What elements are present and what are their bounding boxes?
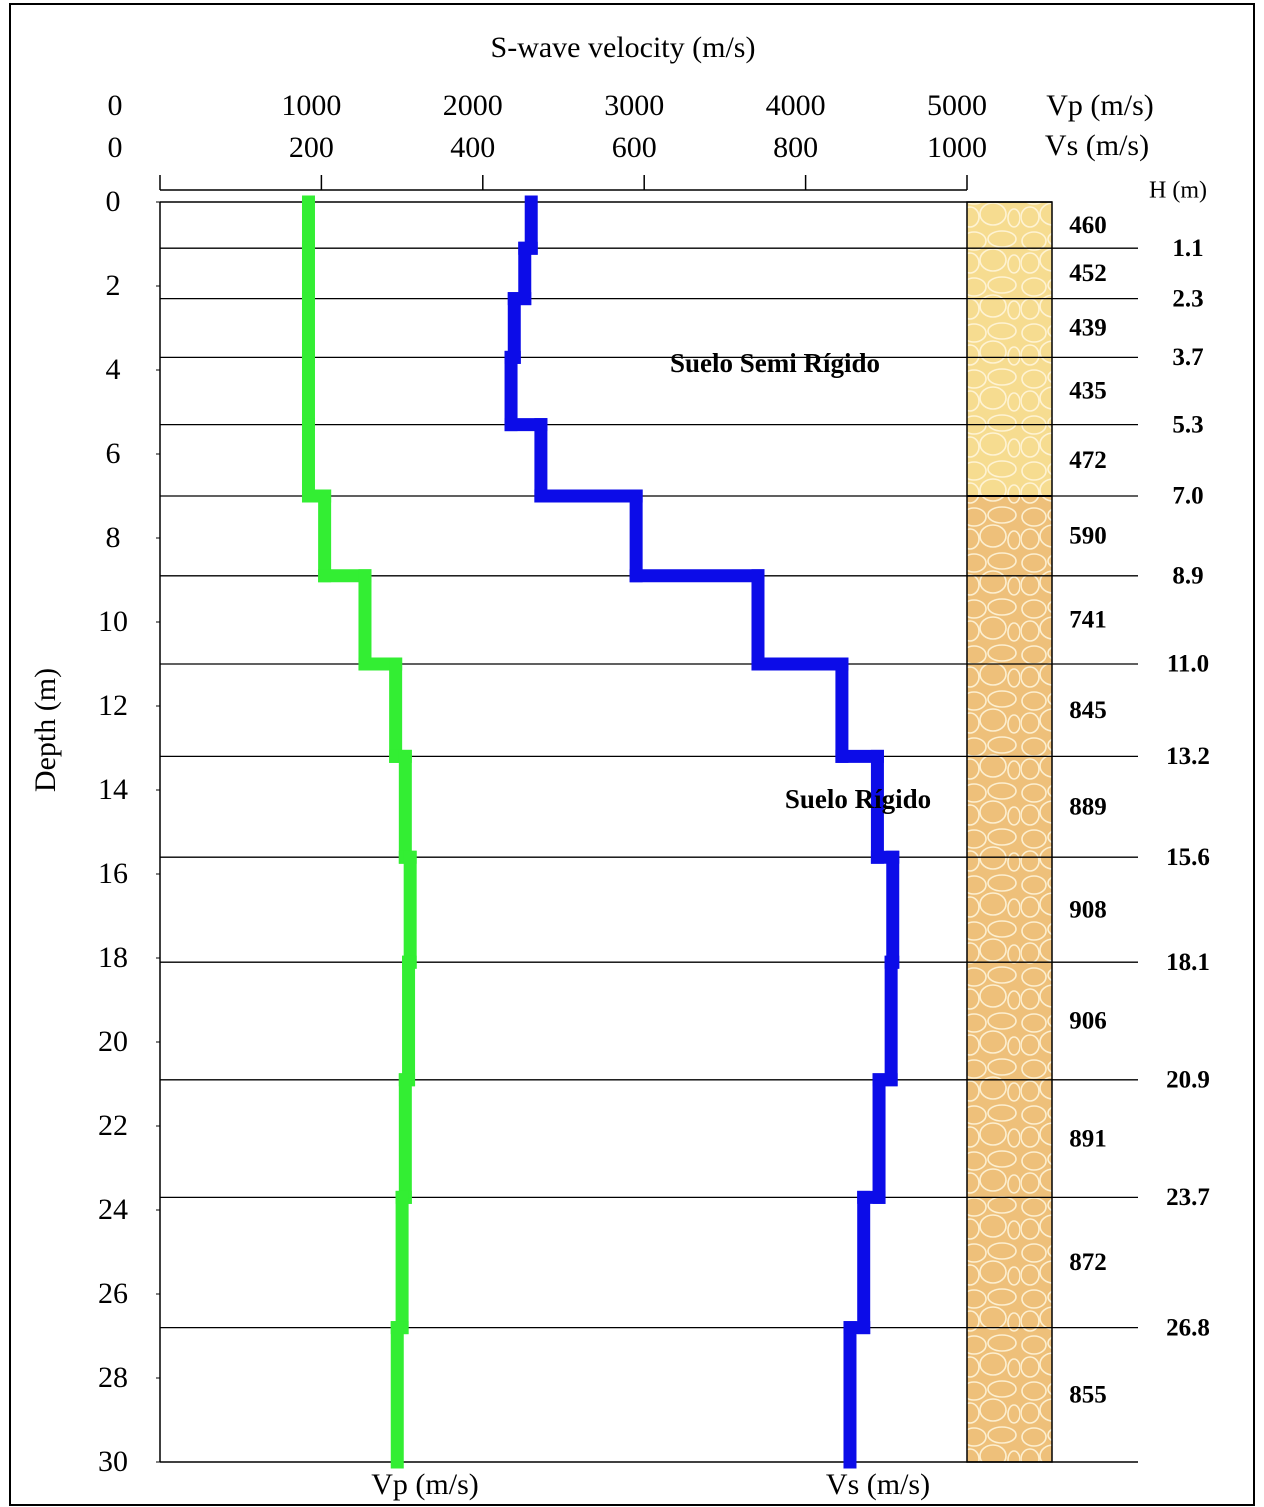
layer-value-label: 741 bbox=[1069, 607, 1107, 634]
boundary-label: 2.3 bbox=[1172, 285, 1203, 312]
x-axis-label: Vp (m/s) bbox=[1046, 89, 1154, 122]
x2-tick-label: 600 bbox=[612, 131, 657, 164]
boundary-label: 15.6 bbox=[1166, 844, 1210, 871]
boundary-label: 11.0 bbox=[1167, 651, 1209, 678]
y-tick-label: 8 bbox=[106, 521, 121, 554]
y-tick-label: 20 bbox=[98, 1025, 128, 1058]
y-tick-label: 16 bbox=[98, 857, 128, 890]
series-label: Vs (m/s) bbox=[826, 1468, 930, 1501]
layer-value-label: 435 bbox=[1069, 378, 1107, 405]
x-tick-label: 5000 bbox=[927, 89, 987, 122]
boundary-label: 8.9 bbox=[1172, 563, 1203, 590]
y-tick-label: 30 bbox=[98, 1445, 128, 1478]
layer-value-label: 889 bbox=[1069, 794, 1107, 821]
series bbox=[504, 195, 900, 1469]
series bbox=[301, 195, 417, 1469]
boundary-label: 3.7 bbox=[1172, 344, 1203, 371]
x2-tick-label: 0 bbox=[108, 131, 123, 164]
plot: 0 1000 2000 3000 4000 5000 0 200 400 600 800 1000 0 2… bbox=[98, 89, 1210, 1501]
stratum-texture bbox=[967, 202, 1052, 1462]
boundary-label: 7.0 bbox=[1172, 483, 1203, 510]
y-tick-label: 18 bbox=[98, 941, 128, 974]
x-tick-label: 4000 bbox=[766, 89, 826, 122]
x-tick-label: 1000 bbox=[281, 89, 341, 122]
layer-value-label: 906 bbox=[1069, 1008, 1107, 1035]
y-tick-label: 22 bbox=[98, 1109, 128, 1142]
annotation: Suelo Rígido bbox=[785, 784, 931, 814]
x2-tick-label: 1000 bbox=[927, 131, 987, 164]
layer-value-label: 855 bbox=[1069, 1382, 1107, 1409]
x-tick-label: 3000 bbox=[604, 89, 664, 122]
y-tick-label: 26 bbox=[98, 1277, 128, 1310]
layer-value-label: 472 bbox=[1069, 447, 1107, 474]
layer-value-label: 590 bbox=[1069, 523, 1107, 550]
y-axis-label: Depth (m) bbox=[29, 668, 62, 792]
x2-tick-label: 200 bbox=[289, 131, 334, 164]
layer-value-label: 452 bbox=[1069, 260, 1107, 287]
layer-value-label: 439 bbox=[1069, 315, 1107, 342]
y-tick-label: 14 bbox=[98, 773, 128, 806]
y-tick-label: 2 bbox=[106, 269, 121, 302]
layer-value-label: 460 bbox=[1069, 212, 1107, 239]
layer-value-label: 891 bbox=[1069, 1125, 1107, 1152]
y-tick-label: 4 bbox=[106, 353, 121, 386]
y-tick-label: 12 bbox=[98, 689, 128, 722]
x2-tick-label: 800 bbox=[773, 131, 818, 164]
boundary-label: 5.3 bbox=[1172, 411, 1203, 438]
annotation: Suelo Semi Rígido bbox=[670, 348, 880, 378]
boundary-label: 20.9 bbox=[1166, 1067, 1210, 1094]
frame bbox=[9, 3, 1255, 1506]
boundary-label: 18.1 bbox=[1166, 949, 1210, 976]
boundary-label: 13.2 bbox=[1166, 743, 1210, 770]
layer-value-label: 872 bbox=[1069, 1249, 1107, 1276]
y-tick-label: 28 bbox=[98, 1361, 128, 1394]
x2-tick-label: 400 bbox=[450, 131, 495, 164]
depth-column-label: H (m) bbox=[1149, 178, 1207, 204]
layer-value-label: 908 bbox=[1069, 896, 1107, 923]
x2-axis-label: Vs (m/s) bbox=[1045, 129, 1149, 162]
x-tick-label: 2000 bbox=[443, 89, 503, 122]
layer-value-label: 845 bbox=[1069, 697, 1107, 724]
y-tick-label: 6 bbox=[106, 437, 121, 470]
chart-title: S-wave velocity (m/s) bbox=[491, 31, 756, 64]
boundary-label: 1.1 bbox=[1172, 235, 1203, 262]
y-tick-label: 24 bbox=[98, 1193, 128, 1226]
boundary-label: 26.8 bbox=[1166, 1314, 1210, 1341]
series-label: Vp (m/s) bbox=[371, 1468, 479, 1501]
boundary-label: 23.7 bbox=[1166, 1184, 1210, 1211]
y-tick-label: 0 bbox=[106, 185, 121, 218]
x-tick-label: 0 bbox=[108, 89, 123, 122]
y-tick-label: 10 bbox=[98, 605, 128, 638]
